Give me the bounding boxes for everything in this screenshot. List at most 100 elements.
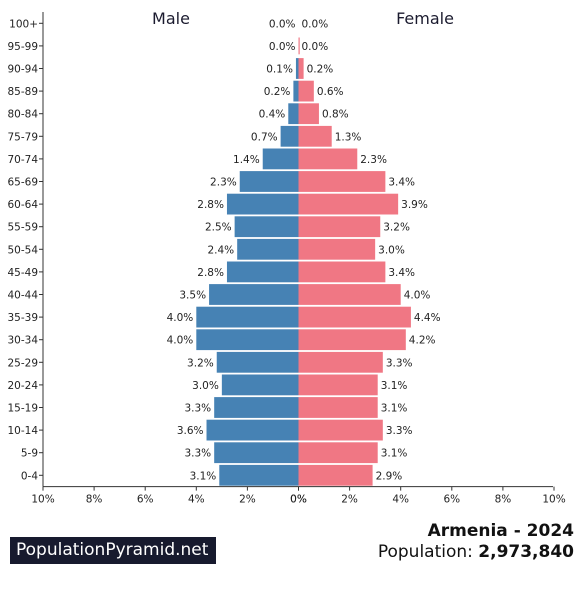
female-bar	[298, 419, 383, 441]
female-data-label: 0.0%	[302, 18, 329, 30]
male-data-label: 2.5%	[205, 222, 232, 234]
male-data-label: 2.3%	[210, 177, 237, 189]
female-bar	[298, 216, 381, 238]
male-bar	[226, 193, 299, 215]
female-bar	[298, 58, 304, 79]
male-bar	[226, 261, 299, 283]
female-bar	[298, 329, 406, 351]
female-data-label: 3.3%	[386, 425, 413, 437]
female-data-label: 0.2%	[307, 64, 334, 76]
y-tick-label: 5-9	[21, 448, 38, 460]
y-tick-label: 0-4	[21, 470, 38, 482]
female-bar	[298, 351, 383, 373]
male-bar	[214, 442, 299, 464]
male-data-label: 0.2%	[264, 86, 291, 98]
y-tick-label: 35-39	[7, 312, 38, 324]
x-tick-label-left: 10%	[31, 494, 54, 506]
male-data-label: 4.0%	[167, 335, 194, 347]
y-tick-label: 60-64	[7, 199, 38, 211]
male-data-label: 3.3%	[184, 403, 211, 415]
male-bar	[214, 397, 299, 418]
male-data-label: 2.8%	[197, 267, 224, 279]
x-tick-label-left: 2%	[239, 494, 256, 506]
female-bar	[298, 103, 319, 125]
y-tick-label: 85-89	[7, 86, 38, 98]
y-tick-label: 90-94	[7, 64, 38, 76]
female-bar-trace	[298, 37, 300, 55]
male-bar	[206, 419, 299, 441]
male-data-label: 0.7%	[251, 131, 278, 143]
male-bar	[234, 216, 299, 238]
site-brand-badge[interactable]: PopulationPyramid.net	[10, 537, 217, 564]
male-data-label: 3.5%	[179, 290, 206, 302]
male-bar	[196, 329, 299, 351]
male-bar	[288, 103, 299, 125]
male-data-label: 3.0%	[192, 380, 219, 392]
male-bar	[216, 351, 299, 373]
male-data-label: 1.4%	[233, 154, 260, 166]
male-bar	[293, 80, 299, 102]
female-data-label: 4.4%	[414, 312, 441, 324]
y-tick-label: 10-14	[7, 425, 38, 437]
female-data-label: 3.4%	[388, 177, 415, 189]
female-bar	[298, 80, 314, 102]
population-pyramid-chart: Male Female 0-4 3.1% 2.9% 5-9 3.3% 3.1% 10-14 3.6…	[7, 9, 565, 506]
x-tick-label-right: 8%	[495, 494, 512, 506]
y-tick-label: 65-69	[7, 177, 38, 189]
female-data-label: 3.1%	[381, 403, 408, 415]
x-tick-label-left: 0%	[290, 494, 307, 506]
female-bar	[298, 125, 332, 147]
female-data-label: 3.2%	[383, 222, 410, 234]
female-data-label: 2.3%	[360, 154, 387, 166]
female-data-label: 4.0%	[404, 290, 431, 302]
female-bar	[298, 284, 401, 305]
female-bar	[298, 442, 378, 464]
female-data-label: 3.9%	[401, 199, 428, 211]
x-tick-label-right: 10%	[542, 494, 565, 506]
legend-female: Female	[396, 9, 454, 28]
x-tick-label-left: 6%	[137, 494, 154, 506]
female-data-label: 0.0%	[302, 41, 329, 53]
male-data-label: 3.6%	[177, 425, 204, 437]
female-data-label: 0.6%	[317, 86, 344, 98]
female-bar	[298, 238, 376, 260]
population-label: Population:	[377, 542, 479, 562]
male-bar	[219, 464, 299, 486]
male-data-label: 0.0%	[269, 18, 296, 30]
male-bar	[239, 171, 299, 192]
male-bar	[237, 238, 299, 260]
female-bar	[298, 397, 378, 418]
male-bar	[196, 306, 299, 328]
male-data-label: 0.4%	[259, 109, 286, 121]
y-tick-label: 40-44	[7, 290, 38, 302]
female-bar	[298, 464, 373, 486]
legend-male: Male	[152, 9, 190, 28]
country-year-title: Armenia - 2024	[427, 521, 574, 541]
x-tick-label-right: 0%	[290, 494, 307, 506]
male-data-label: 3.2%	[187, 357, 214, 369]
male-data-label: 0.1%	[266, 64, 293, 76]
male-bar	[221, 374, 299, 396]
male-bar	[262, 148, 299, 170]
female-data-label: 4.2%	[409, 335, 436, 347]
male-data-label: 4.0%	[167, 312, 194, 324]
female-data-label: 2.9%	[376, 470, 403, 482]
female-data-label: 0.8%	[322, 109, 349, 121]
female-data-label: 1.3%	[335, 131, 362, 143]
female-data-label: 3.3%	[386, 357, 413, 369]
male-bar	[209, 284, 299, 305]
female-bar	[298, 171, 386, 192]
y-tick-label: 25-29	[7, 357, 38, 369]
population-total: Population: 2,973,840	[378, 542, 574, 562]
male-data-label: 3.3%	[184, 448, 211, 460]
female-data-label: 3.4%	[388, 267, 415, 279]
male-bar	[280, 125, 299, 147]
y-tick-label: 45-49	[7, 267, 38, 279]
female-bar	[298, 374, 378, 396]
male-bar	[295, 58, 299, 79]
male-data-label: 3.1%	[190, 470, 217, 482]
y-tick-label: 100+	[9, 18, 38, 30]
y-tick-label: 80-84	[7, 109, 38, 121]
y-tick-label: 30-34	[7, 335, 38, 347]
male-data-label: 0.0%	[269, 41, 296, 53]
